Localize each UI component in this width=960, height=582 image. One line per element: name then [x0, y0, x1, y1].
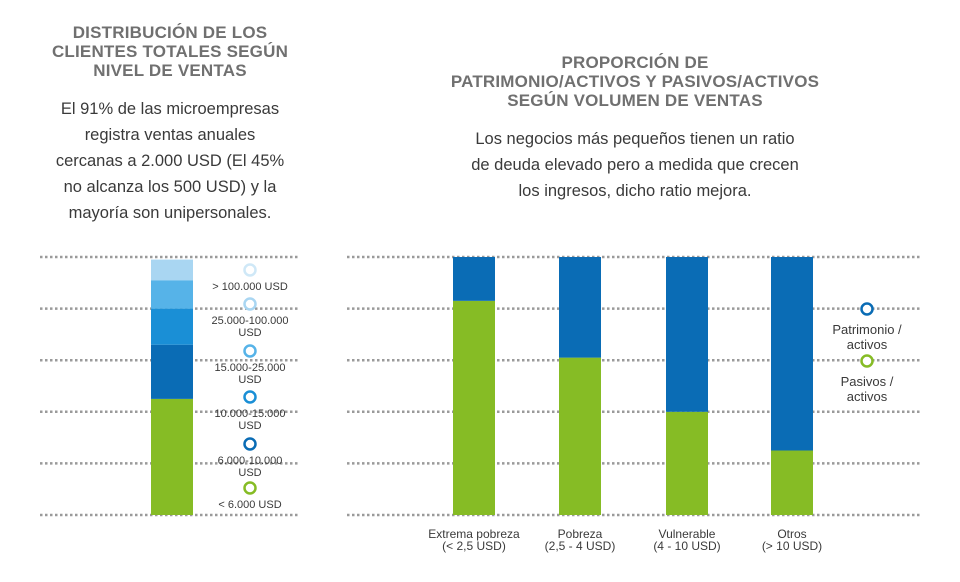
left-legend-label: 6.000-10.000 USD — [218, 455, 283, 479]
left-panel-title: DISTRIBUCIÓN DE LOS CLIENTES TOTALES SEG… — [51, 23, 289, 80]
left-bar-segment — [151, 308, 193, 345]
right-x-tick-label: Vulnerable (4 - 10 USD) — [653, 527, 720, 553]
right-bar-segment — [666, 411, 708, 515]
left-legend-label: 10.000-15.000 USD — [215, 408, 286, 432]
right-panel-title: PROPORCIÓN DE PATRIMONIO/ACTIVOS Y PASIV… — [450, 53, 820, 110]
right-panel-description: Los negocios más pequeños tienen un rati… — [471, 130, 799, 200]
right-x-tick-label: Extrema pobreza (< 2,5 USD) — [428, 527, 520, 553]
left-legend-label: < 6.000 USD — [218, 499, 281, 511]
left-legend-label: > 100.000 USD — [212, 281, 288, 293]
right-bar-segment — [453, 300, 495, 515]
right-bar-segment — [453, 257, 495, 301]
left-legend-label: 15.000-25.000 USD — [215, 362, 286, 386]
right-legend-label: Pasivos / activos — [841, 374, 894, 404]
left-legend-marker — [243, 437, 257, 451]
right-bar-segment — [666, 257, 708, 412]
left-legend-marker — [243, 390, 257, 404]
left-legend-marker — [243, 344, 257, 358]
right-legend-marker — [860, 302, 874, 316]
right-bar-segment — [559, 257, 601, 358]
left-bar-segment — [151, 259, 193, 281]
right-x-tick-label: Pobreza (2,5 - 4 USD) — [545, 527, 616, 553]
right-bar-segment — [771, 450, 813, 515]
left-bar-segment — [151, 398, 193, 515]
left-legend-marker — [243, 297, 257, 311]
left-bar-segment — [151, 280, 193, 309]
left-panel-description: El 91% de las microempresas registra ven… — [55, 100, 285, 222]
right-legend-marker — [860, 354, 874, 368]
left-legend-label: 25.000-100.000 USD — [211, 315, 288, 339]
right-x-tick-label: Otros (> 10 USD) — [762, 527, 822, 553]
left-bar-segment — [151, 344, 193, 399]
left-legend-marker — [243, 263, 257, 277]
left-legend-marker — [243, 481, 257, 495]
right-bar-segment — [559, 357, 601, 515]
right-legend-label: Patrimonio / activos — [832, 322, 902, 352]
right-bar-segment — [771, 257, 813, 451]
